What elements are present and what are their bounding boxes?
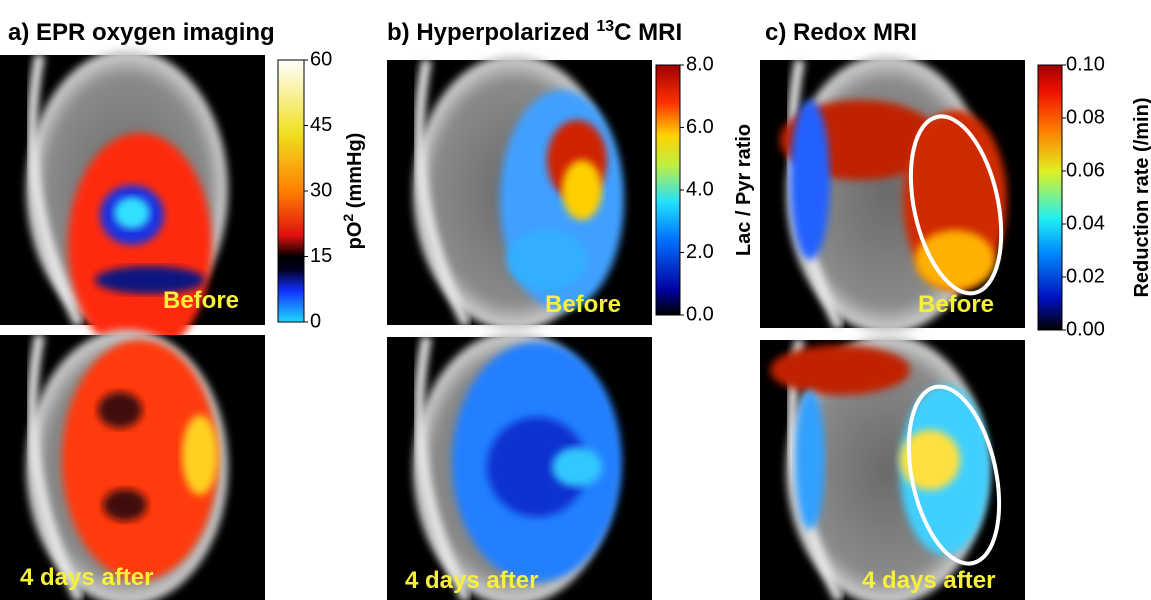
signal-region — [98, 392, 142, 428]
colorbar-label: pO2 (mmHg) — [340, 133, 367, 250]
title-part: b) Hyperpolarized — [387, 19, 596, 46]
colorbar-tick-label: 2.0 — [686, 241, 714, 263]
signal-region — [562, 160, 602, 220]
signal-region — [795, 390, 825, 530]
colorbar-label-part: (mmHg) — [344, 133, 366, 214]
tumor-outline — [906, 384, 1002, 566]
colorbar-tick-label: 15 — [310, 245, 332, 267]
mri-image — [387, 54, 652, 331]
title-part: a) EPR oxygen imaging — [8, 19, 275, 46]
mri-image — [760, 54, 1025, 334]
colorbar — [1037, 64, 1063, 331]
image-label: Before — [163, 287, 239, 314]
colorbar-tick-label: 0.08 — [1066, 106, 1105, 128]
colorbar-tick-label: 0.10 — [1066, 53, 1105, 75]
colorbar-label-part: pO — [344, 222, 366, 250]
signal-region — [770, 345, 910, 395]
colorbar-tick-label: 0.02 — [1066, 265, 1105, 287]
colorbar-tick-label: 0.00 — [1066, 318, 1105, 340]
signal-region — [68, 133, 212, 357]
colorbar — [277, 59, 305, 323]
signal-region — [552, 447, 602, 487]
colorbar-tick-label: 0.06 — [1066, 159, 1105, 181]
colorbar-tick-label: 0.04 — [1066, 212, 1105, 234]
signal-region — [487, 417, 587, 517]
title-part: c) Redox MRI — [765, 19, 917, 46]
image-label: 4 days after — [862, 567, 995, 594]
tissue-edge — [414, 336, 471, 600]
colorbar-tick-label: 60 — [310, 48, 332, 70]
mri-image — [0, 329, 265, 600]
colorbar-label: Reduction rate (/min) — [1131, 97, 1151, 297]
signal-region — [114, 197, 150, 229]
colorbar-tick-label: 0 — [310, 310, 321, 332]
mri-image — [0, 49, 265, 357]
colorbar-label-part: Lac / Pyr ratio — [733, 124, 755, 256]
image-label: 4 days after — [20, 564, 153, 591]
colorbar-label-part: Reduction rate (/min) — [1131, 97, 1151, 297]
panel-title: c) Redox MRI — [765, 19, 917, 46]
colorbar-tick-label: 0.0 — [686, 303, 714, 325]
colorbar-label: Lac / Pyr ratio — [733, 124, 755, 256]
mri-image — [760, 334, 1025, 600]
image-label: Before — [545, 291, 621, 318]
colorbar-tick-label: 45 — [310, 114, 332, 136]
colorbar-label-part: 2 — [340, 214, 356, 222]
tumor-outline — [908, 114, 1004, 296]
tissue-edge — [414, 59, 471, 328]
panel-title: b) Hyperpolarized 13C MRI — [387, 18, 682, 46]
signal-region — [900, 430, 960, 490]
panel-title: a) EPR oxygen imaging — [8, 19, 275, 46]
title-superscript: 13 — [596, 18, 614, 35]
colorbar-tick-label: 8.0 — [686, 53, 714, 75]
signal-region — [95, 266, 205, 294]
mri-image — [387, 331, 652, 600]
image-label: Before — [918, 291, 994, 318]
signal-region — [62, 340, 218, 580]
image-label: 4 days after — [405, 567, 538, 594]
colorbar — [655, 64, 681, 316]
signal-region — [790, 100, 830, 260]
title-part: C MRI — [614, 19, 682, 46]
tissue-edge — [27, 334, 84, 600]
colorbar-tick-label: 30 — [310, 179, 332, 201]
signal-region — [507, 230, 587, 290]
signal-region — [182, 415, 218, 495]
tissue-edge — [27, 54, 84, 328]
colorbar-tick-label: 6.0 — [686, 116, 714, 138]
colorbar-tick-label: 4.0 — [686, 178, 714, 200]
signal-region — [915, 230, 995, 290]
signal-region — [103, 489, 147, 521]
